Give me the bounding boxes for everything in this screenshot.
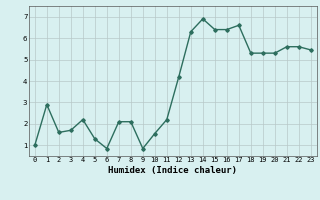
X-axis label: Humidex (Indice chaleur): Humidex (Indice chaleur) — [108, 166, 237, 175]
